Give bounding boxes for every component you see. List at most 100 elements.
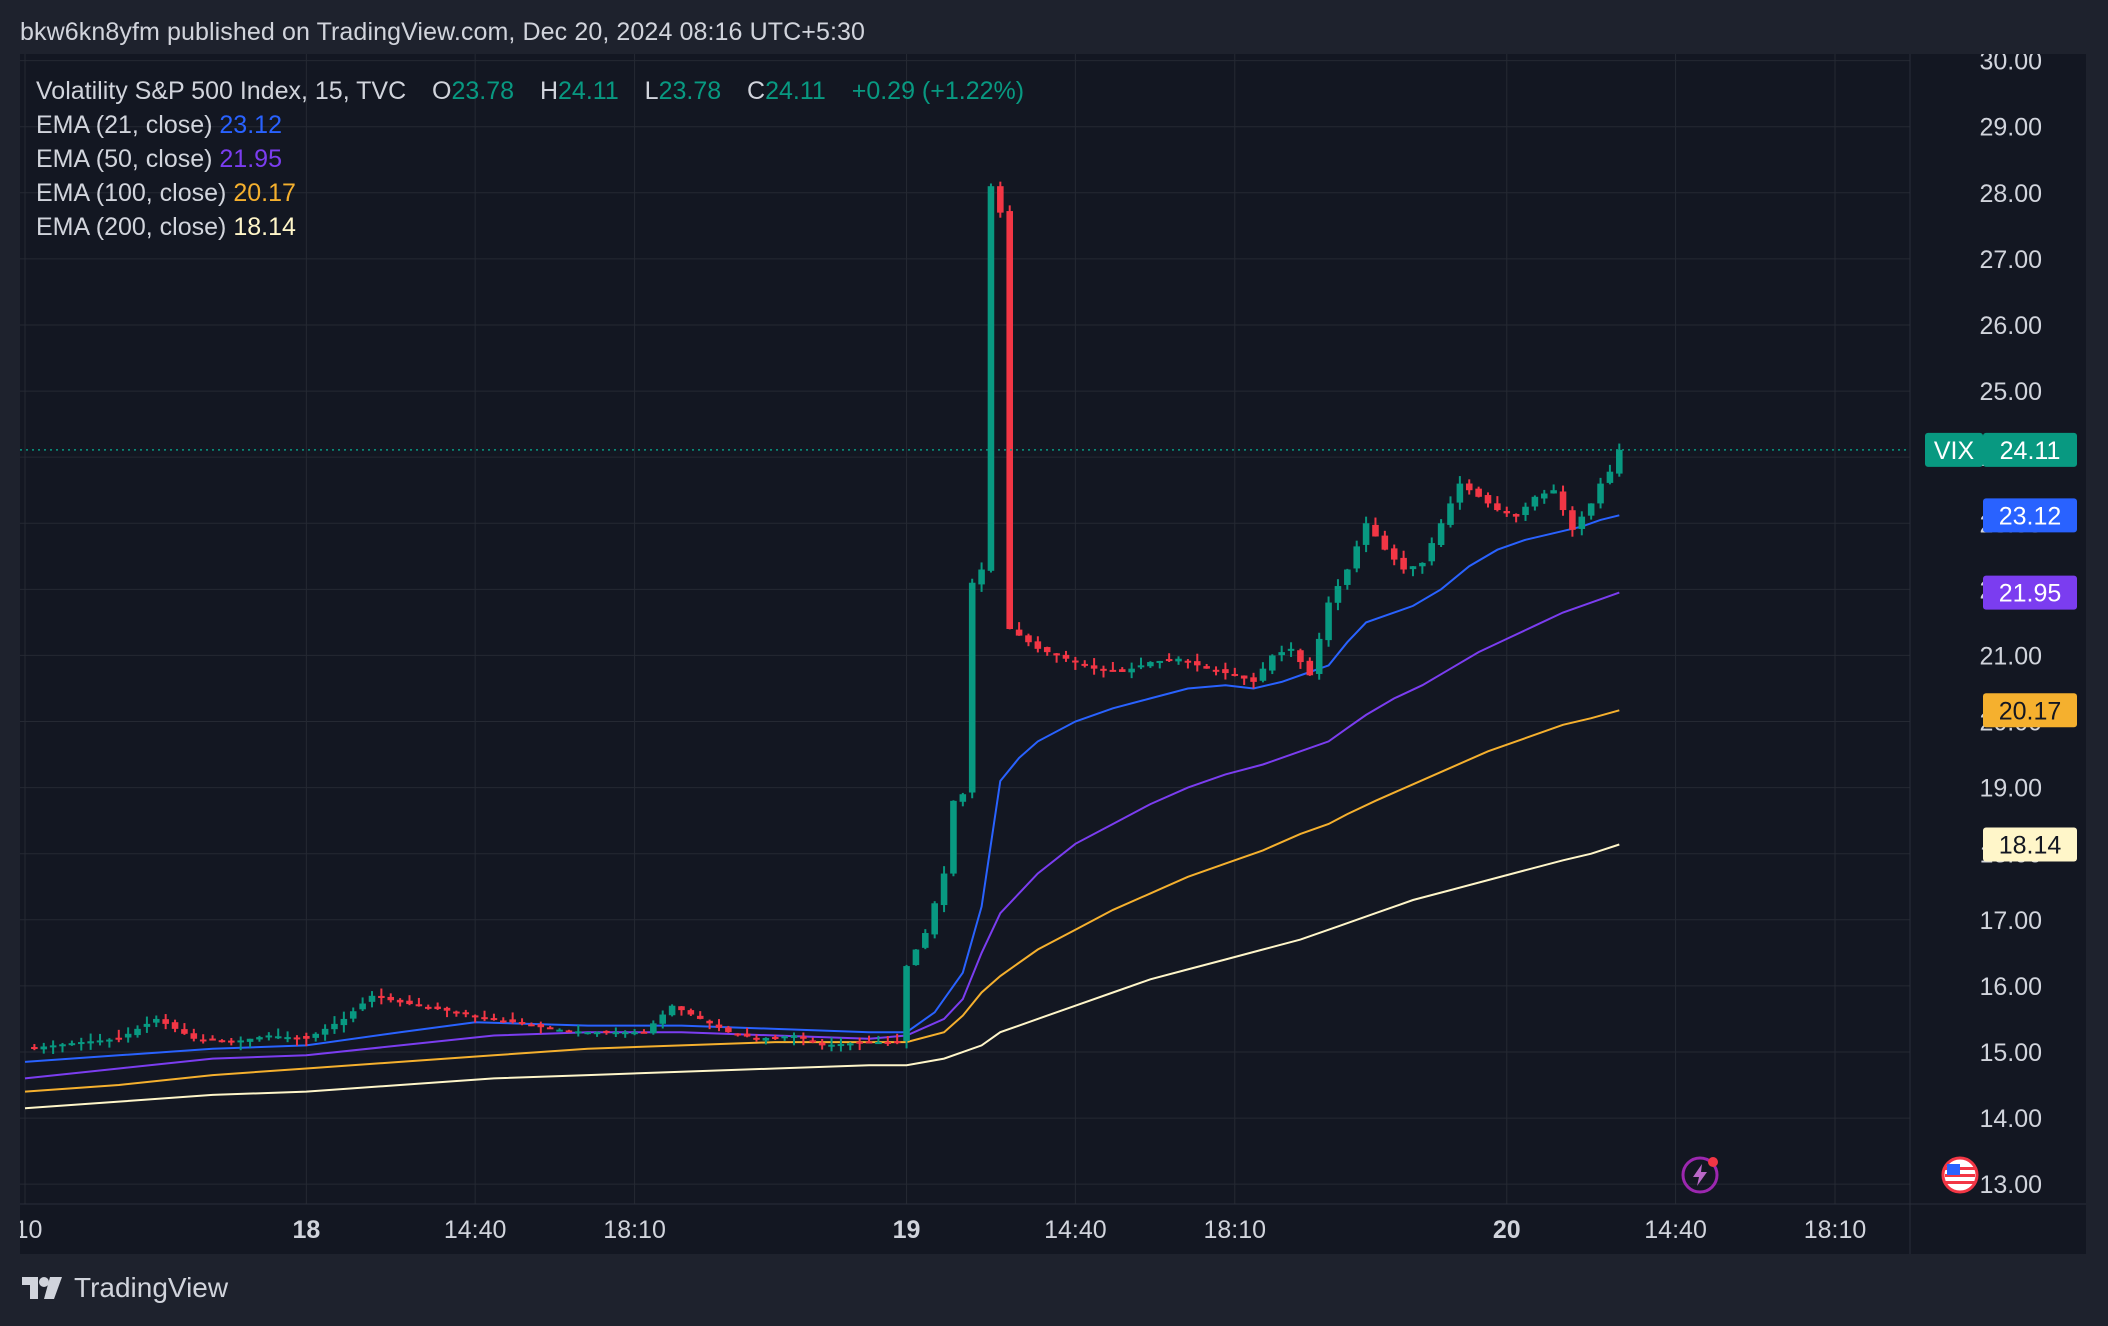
symbol-legend-row[interactable]: Volatility S&P 500 Index, 15, TVC O23.78… xyxy=(36,74,1024,108)
candle-body xyxy=(349,1011,357,1019)
price-chart[interactable]: 30.0029.0028.0027.0026.0025.0024.0023.00… xyxy=(20,54,2086,1254)
candle-body xyxy=(1025,635,1032,643)
ema-100-legend-row[interactable]: EMA (100, close) 20.17 xyxy=(36,176,1024,210)
candle-body xyxy=(734,1033,742,1036)
candle-body xyxy=(1616,449,1623,474)
candle-body xyxy=(1578,516,1586,529)
candle-body xyxy=(753,1037,760,1040)
candle-body xyxy=(443,1007,451,1011)
candle-body xyxy=(115,1037,123,1040)
candle-body xyxy=(903,966,910,1041)
candle-body xyxy=(950,800,957,874)
ohlc-close-value: 24.11 xyxy=(765,77,826,105)
candle-body xyxy=(1175,658,1182,662)
candle-body xyxy=(481,1017,488,1020)
candle-body xyxy=(1118,669,1126,672)
candle-body xyxy=(153,1018,160,1023)
ohlc-close-key: C xyxy=(747,77,766,105)
candle-body xyxy=(1222,669,1229,674)
ema-line xyxy=(24,843,1620,1110)
candle-body xyxy=(368,995,376,1002)
symbol-name[interactable]: Volatility S&P 500 Index, 15, TVC xyxy=(36,77,407,105)
candle-body xyxy=(1512,514,1520,517)
x-tick-label: 14:40 xyxy=(1044,1216,1107,1244)
candle-body xyxy=(762,1037,770,1041)
candle-body xyxy=(1428,543,1436,562)
x-tick-label: 18:10 xyxy=(1204,1216,1267,1244)
candle-body xyxy=(640,1031,648,1034)
ema-price-tag-bg xyxy=(1983,498,2077,533)
candle-body xyxy=(321,1028,329,1035)
candle-layer xyxy=(31,181,1623,1054)
x-tick-label: 18:10 xyxy=(1804,1216,1867,1244)
candle-body xyxy=(1531,496,1539,507)
candle-body xyxy=(1006,211,1013,629)
ema-price-tag-bg xyxy=(1983,827,2077,862)
candle-body xyxy=(490,1018,498,1021)
candle-body xyxy=(331,1023,338,1030)
lightning-alert-icon[interactable] xyxy=(1680,1155,1720,1195)
candle-body xyxy=(546,1027,554,1030)
y-tick-label: 25.00 xyxy=(1979,378,2042,406)
candle-body xyxy=(621,1032,629,1035)
y-tick-label: 13.00 xyxy=(1979,1171,2042,1199)
ema-100-label: EMA (100, close) xyxy=(36,179,227,207)
candle-body xyxy=(1456,483,1464,503)
candle-body xyxy=(228,1040,235,1043)
candle-body xyxy=(171,1022,179,1029)
candle-body xyxy=(678,1006,685,1011)
candle-body xyxy=(1128,668,1135,673)
y-tick-label: 28.00 xyxy=(1979,180,2042,208)
us-flag-icon[interactable] xyxy=(1940,1155,1980,1195)
last-price-tag-bg xyxy=(1983,432,2077,467)
candle-body xyxy=(49,1045,57,1048)
y-tick-label: 21.00 xyxy=(1979,642,2042,670)
candle-body xyxy=(978,569,985,585)
candle-body xyxy=(1475,488,1482,497)
footer: TradingView xyxy=(20,1272,228,1304)
candle-body xyxy=(1540,493,1548,499)
candle-body xyxy=(565,1030,573,1033)
chart-area[interactable]: 30.0029.0028.0027.0026.0025.0024.0023.00… xyxy=(20,54,2086,1254)
candle-body xyxy=(453,1011,460,1014)
candle-body xyxy=(500,1020,507,1023)
ema-200-label: EMA (200, close) xyxy=(36,213,227,241)
candle-body xyxy=(593,1032,601,1035)
candle-body xyxy=(790,1035,798,1038)
ema-50-value: 21.95 xyxy=(219,145,282,173)
candle-body xyxy=(218,1040,226,1043)
symbol-tag-bg xyxy=(1925,432,1983,467)
candle-body xyxy=(584,1032,591,1035)
candle-body xyxy=(462,1012,470,1015)
candle-body xyxy=(1287,648,1295,651)
ema-200-legend-row[interactable]: EMA (200, close) 18.14 xyxy=(36,210,1024,244)
candle-body xyxy=(837,1044,845,1047)
candle-body xyxy=(509,1019,516,1023)
ema-21-label: EMA (21, close) xyxy=(36,111,213,139)
candle-body xyxy=(1297,650,1304,663)
candle-body xyxy=(293,1037,301,1040)
candle-body xyxy=(1184,660,1192,663)
tradingview-logo-icon xyxy=(22,1277,62,1299)
chart-legend: Volatility S&P 500 Index, 15, TVC O23.78… xyxy=(36,74,1024,244)
ema-50-legend-row[interactable]: EMA (50, close) 21.95 xyxy=(36,142,1024,176)
candle-body xyxy=(199,1039,207,1042)
candle-body xyxy=(106,1039,113,1042)
candle-body xyxy=(922,933,929,948)
x-tick-label: 18 xyxy=(292,1216,320,1244)
ema-21-legend-row[interactable]: EMA (21, close) 23.12 xyxy=(36,108,1024,142)
candle-body xyxy=(1447,503,1454,525)
candle-body xyxy=(1100,668,1107,671)
ohlc-high-key: H xyxy=(539,77,559,105)
candle-body xyxy=(359,1003,366,1010)
candle-body xyxy=(1325,602,1332,641)
candle-body xyxy=(1278,652,1285,656)
candle-body xyxy=(59,1044,66,1047)
candle-body xyxy=(1465,483,1473,491)
candle-body xyxy=(987,186,995,571)
y-tick-label: 27.00 xyxy=(1979,246,2042,274)
candle-body xyxy=(274,1036,282,1039)
candle-body xyxy=(406,1000,413,1005)
candle-body xyxy=(575,1031,582,1034)
candle-body xyxy=(997,186,1004,213)
